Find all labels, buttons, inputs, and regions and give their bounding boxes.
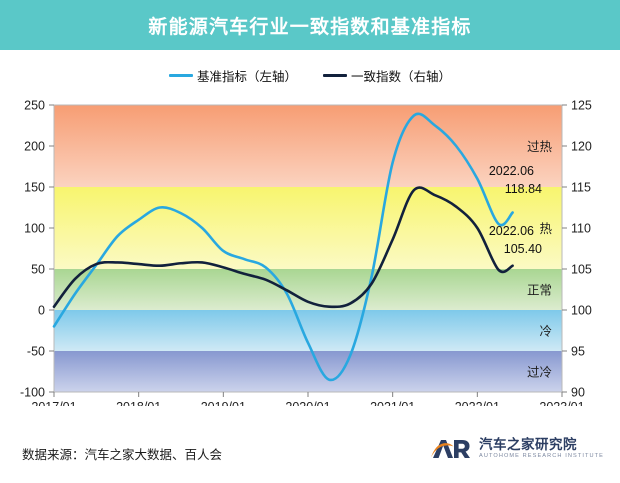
legend-item-benchmark: 基准指标（左轴） <box>168 66 297 85</box>
right-axis-tick-label: 90 <box>571 386 585 400</box>
annotation-coincident-value: 105.40 <box>504 242 542 256</box>
series-line-benchmark <box>52 112 514 382</box>
zone-label: 过热 <box>527 140 553 154</box>
legend-label-benchmark: 基准指标（左轴） <box>196 69 297 84</box>
chart-svg: -100 -50 0 50 100 150 200 250 90 95 100 105 110 115 1… <box>20 99 592 407</box>
left-axis-tick-label: 0 <box>38 304 45 318</box>
brand-text: 汽车之家研究院 AUTOHOME RESEARCH INSTITUTE <box>479 438 604 459</box>
right-axis-tick-label: 115 <box>571 181 591 195</box>
chart-legend: 基准指标（左轴） 一致指数（右轴） <box>0 64 620 86</box>
data-source-text: 数据来源：汽车之家大数据、百人会 <box>22 448 223 462</box>
zone-label: 正常 <box>527 284 552 298</box>
x-axis-tick-label: 2023/01 <box>539 400 584 406</box>
right-axis-tick-label: 105 <box>571 263 592 277</box>
left-axis-tick-label: 200 <box>24 140 45 154</box>
zone-label: 热 <box>539 222 552 236</box>
page-title: 新能源汽车行业一致指数和基准指标 <box>148 16 472 38</box>
zone-label: 过冷 <box>527 366 552 380</box>
left-axis-tick-label: -50 <box>27 345 45 359</box>
right-axis-tick-label: 110 <box>571 222 591 236</box>
left-axis-tick-label: -100 <box>20 386 45 400</box>
annotation-benchmark-value: 118.84 <box>505 182 542 196</box>
legend-line-swatch-blue <box>168 73 193 77</box>
annotation-benchmark: 2022.06 118.84 <box>489 164 542 196</box>
zone-band-overcold <box>54 351 562 392</box>
annotation-coincident: 2022.06 105.40 <box>489 224 542 256</box>
legend-label-coincident: 一致指数（右轴） <box>351 69 452 84</box>
legend-item-coincident: 一致指数（右轴） <box>323 66 451 85</box>
brand-name-en: AUTOHOME RESEARCH INSTITUTE <box>478 452 604 459</box>
annotation-benchmark-date: 2022.06 <box>489 164 534 178</box>
ar-logo-icon <box>430 437 472 461</box>
zone-band-normal <box>54 269 562 310</box>
right-axis-tick-label: 120 <box>571 140 592 154</box>
x-axis-tick-label: 2020/01 <box>285 400 330 406</box>
right-axis-tick-label: 100 <box>571 304 592 318</box>
brand-name-cn: 汽车之家研究院 <box>478 437 577 453</box>
annotation-coincident-date: 2022.06 <box>489 224 534 238</box>
left-axis-tick-label: 50 <box>31 263 45 277</box>
zone-label: 冷 <box>539 325 552 339</box>
x-axis-tick-label: 2017/01 <box>31 400 76 406</box>
x-axis: 2017/01 2018/01 2019/01 2020/01 2021/01 2022/… <box>31 392 585 406</box>
zone-band-overheated <box>54 105 562 187</box>
series-line-coincident <box>52 186 514 309</box>
x-axis-tick-label: 2022/01 <box>455 400 500 406</box>
x-axis-tick-label: 2019/01 <box>201 400 246 406</box>
brand-logo: 汽车之家研究院 AUTOHOME RESEARCH INSTITUTE <box>430 437 604 461</box>
x-axis-tick-label: 2018/01 <box>116 400 161 406</box>
footer: 数据来源：汽车之家大数据、百人会 汽车之家研究院 AUTOHOME RESEAR… <box>0 432 620 483</box>
zone-bands <box>54 105 562 392</box>
x-axis-tick-label: 2021/01 <box>370 400 415 406</box>
left-axis-tick-label: 250 <box>24 99 45 113</box>
chart-area: -100 -50 0 50 100 150 200 250 90 95 100 105 110 115 1… <box>0 96 620 407</box>
right-axis: 90 95 100 105 110 115 120 125 <box>562 99 592 400</box>
right-axis-tick-label: 125 <box>571 99 592 113</box>
header-bar: 新能源汽车行业一致指数和基准指标 <box>0 0 620 50</box>
right-axis-tick-label: 95 <box>571 345 585 359</box>
left-axis: -100 -50 0 50 100 150 200 250 <box>20 99 54 400</box>
left-axis-tick-label: 100 <box>24 222 45 236</box>
left-axis-tick-label: 150 <box>24 181 45 195</box>
legend-line-swatch-navy <box>323 73 347 77</box>
